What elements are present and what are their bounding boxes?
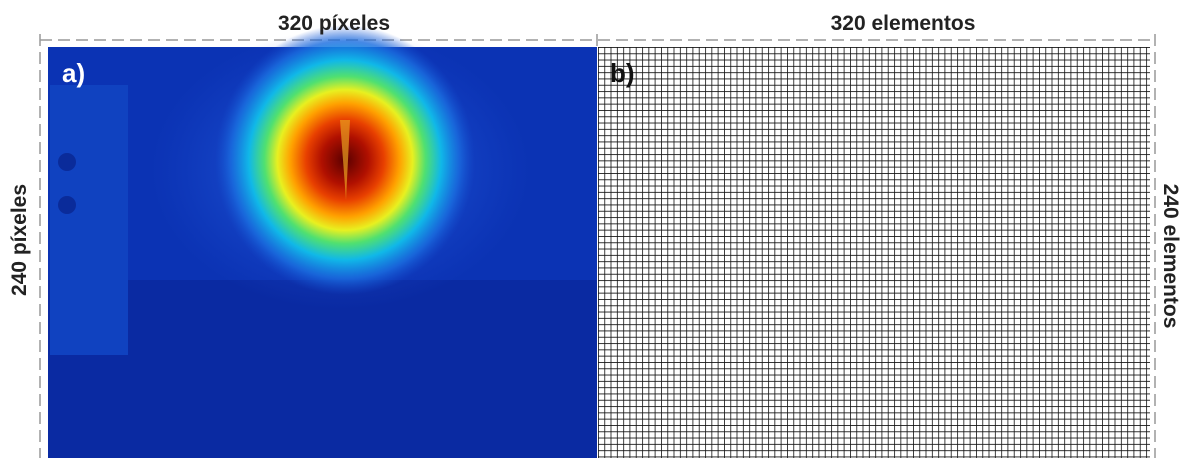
- panel-label: a): [62, 58, 85, 88]
- figure: a) b) 320 píxeles 320 elementos 240 píxe…: [0, 0, 1194, 458]
- width-label: 320 píxeles: [278, 12, 390, 35]
- height-label: 240 elementos: [1159, 184, 1182, 329]
- thermal-image: [48, 25, 597, 458]
- width-label: 320 elementos: [831, 12, 976, 35]
- element-grid: [598, 47, 1150, 458]
- height-label: 240 píxeles: [8, 184, 31, 296]
- panel-label: b): [610, 58, 635, 88]
